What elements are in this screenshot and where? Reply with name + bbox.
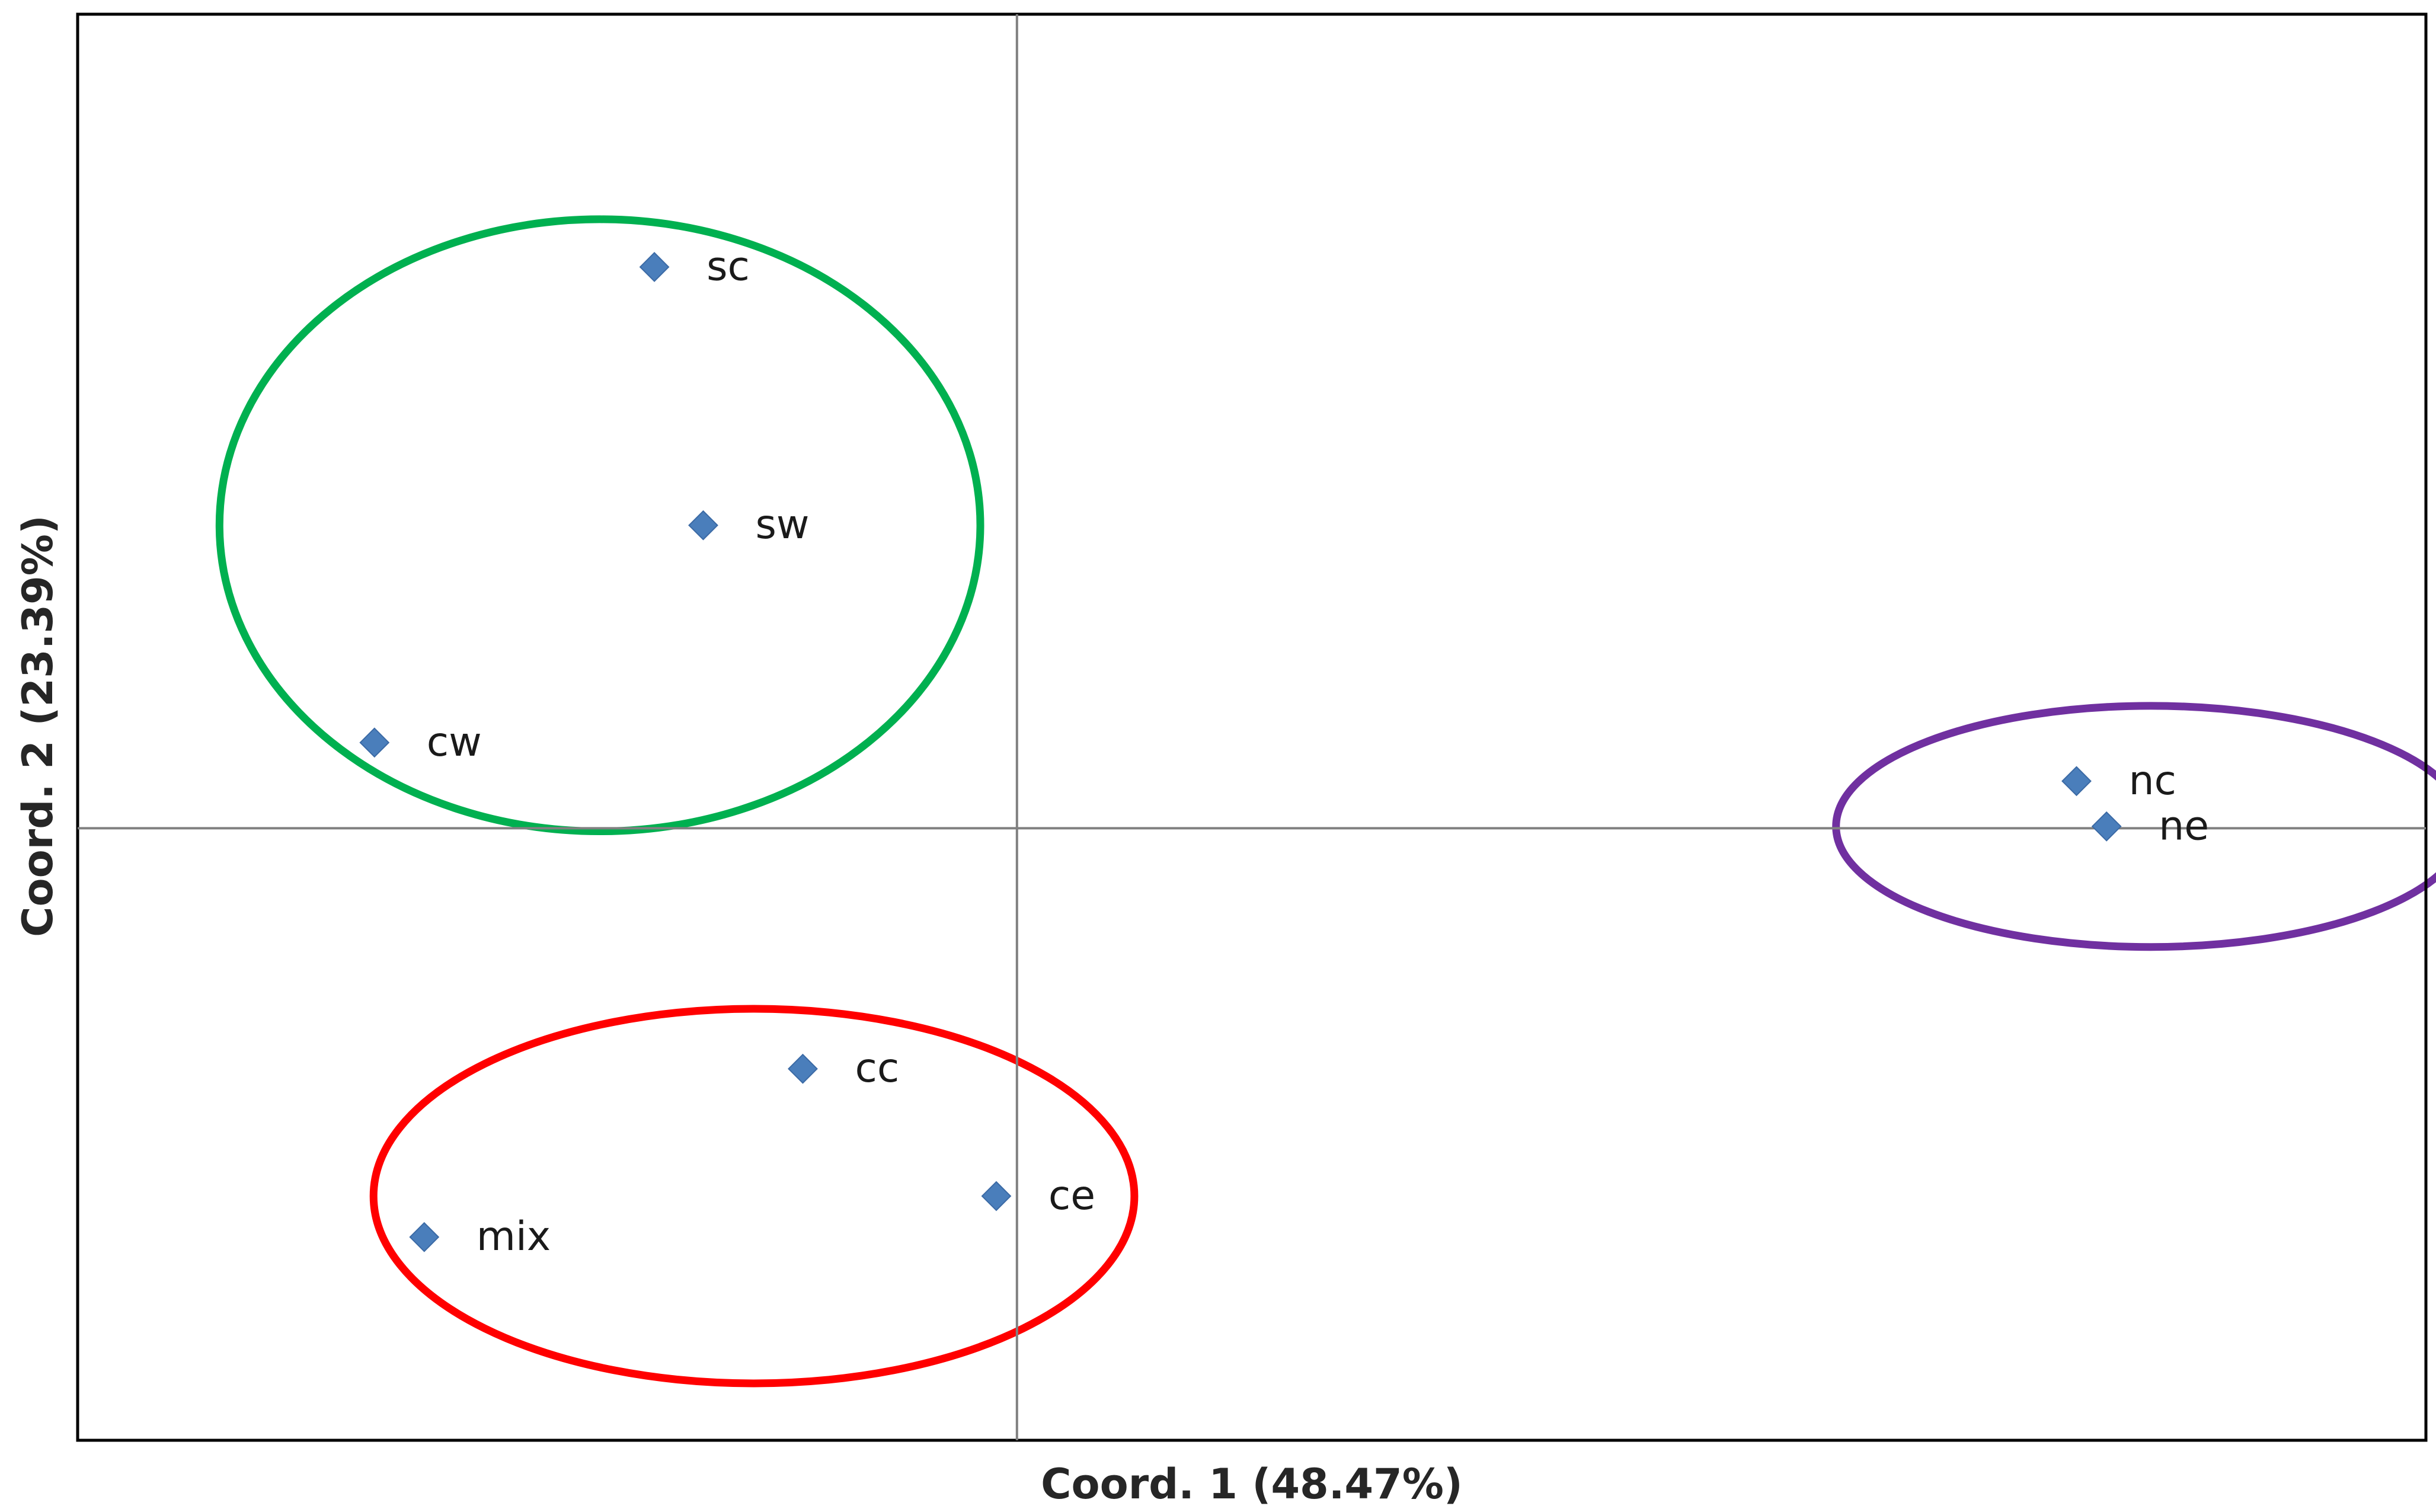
point-label-cw: cw bbox=[427, 719, 482, 766]
cluster-ellipse-3 bbox=[1832, 702, 2436, 951]
data-point-sc bbox=[639, 252, 670, 282]
data-point-sw bbox=[688, 510, 718, 541]
point-label-cc: cc bbox=[855, 1045, 899, 1092]
plot-area-frame bbox=[76, 12, 2428, 1442]
data-point-nc bbox=[2061, 766, 2092, 797]
data-point-cc bbox=[788, 1053, 818, 1084]
point-label-mix: mix bbox=[477, 1213, 551, 1260]
data-point-cw bbox=[359, 727, 390, 758]
point-label-sc: sc bbox=[706, 243, 750, 290]
cluster-ellipses bbox=[215, 215, 2436, 1388]
data-point-ne bbox=[2091, 811, 2122, 842]
data-point-mix bbox=[409, 1222, 440, 1252]
point-label-ce: ce bbox=[1048, 1172, 1095, 1219]
cluster-ellipse-1 bbox=[215, 215, 984, 836]
point-label-ne: ne bbox=[2159, 803, 2209, 849]
y-axis-title: Coord. 2 (23.39%) bbox=[14, 515, 62, 937]
cluster-ellipse-2 bbox=[369, 1005, 1139, 1388]
x-axis-title: Coord. 1 (48.47%) bbox=[1041, 1460, 1463, 1508]
data-point-ce bbox=[981, 1181, 1012, 1211]
point-label-sw: sw bbox=[755, 501, 809, 548]
point-label-nc: nc bbox=[2128, 757, 2176, 804]
